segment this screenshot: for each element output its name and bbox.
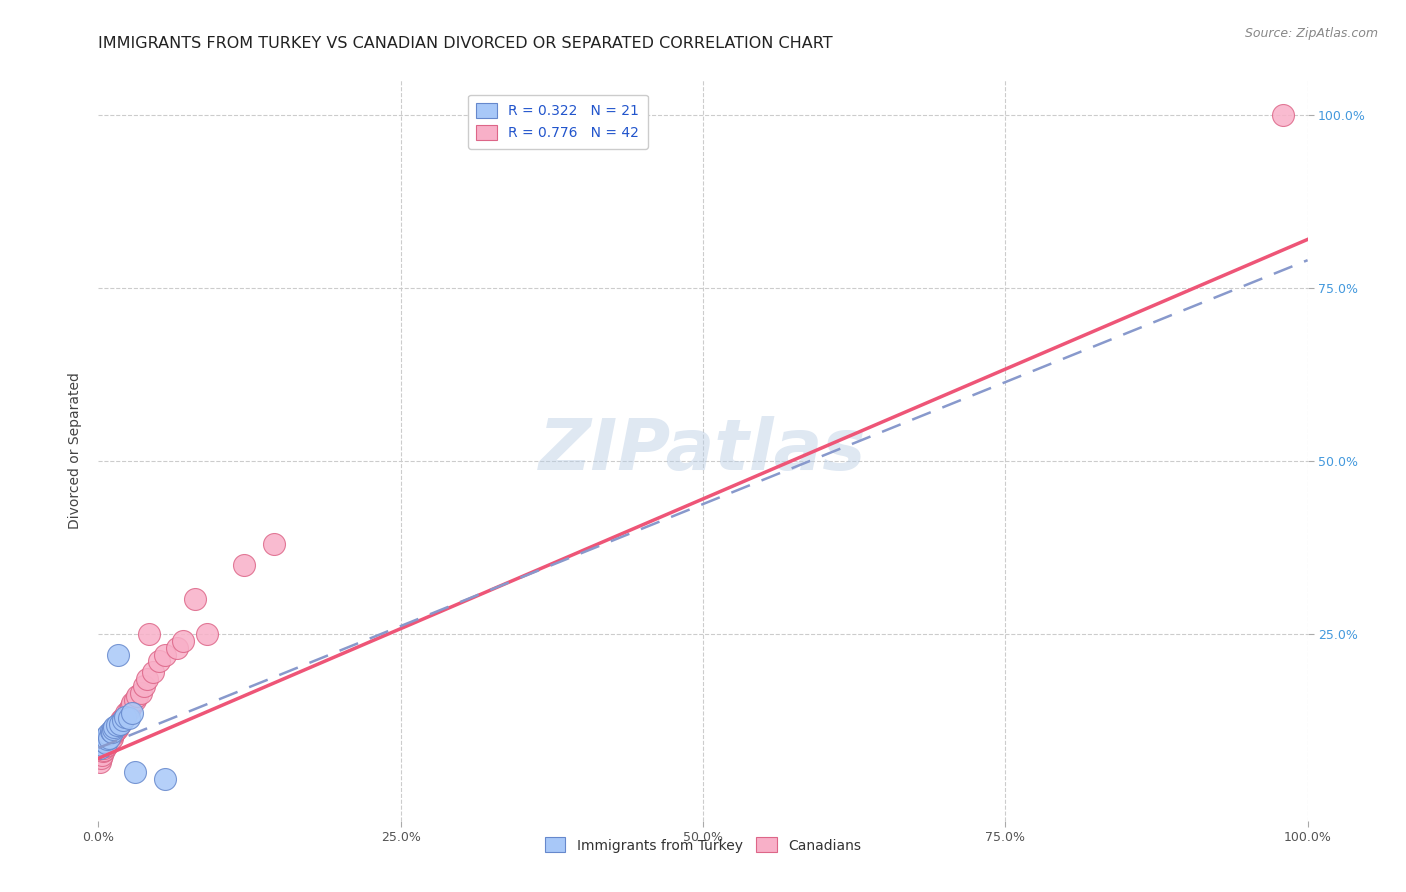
Point — [100, 725, 122, 739]
Point — [94, 736, 117, 750]
Text: ZIPatlas: ZIPatlas — [540, 416, 866, 485]
Point — [153, 772, 176, 786]
Point — [91, 738, 114, 752]
Point — [118, 711, 141, 725]
Point — [108, 716, 131, 731]
Point — [100, 731, 122, 745]
Y-axis label: Divorced or Separated: Divorced or Separated — [69, 372, 83, 529]
Point — [184, 592, 207, 607]
Point — [129, 685, 152, 699]
Point — [93, 741, 115, 756]
Point — [111, 711, 134, 725]
Point — [103, 720, 125, 734]
Point — [107, 648, 129, 662]
Point — [94, 739, 117, 753]
Point — [93, 731, 115, 745]
Point — [90, 751, 112, 765]
Point — [124, 765, 146, 780]
Point — [108, 716, 131, 731]
Point — [114, 710, 136, 724]
Legend: Immigrants from Turkey, Canadians: Immigrants from Turkey, Canadians — [538, 831, 868, 858]
Point — [104, 723, 127, 738]
Point — [172, 633, 194, 648]
Point — [263, 537, 285, 551]
Point — [166, 640, 188, 655]
Point — [105, 718, 128, 732]
Text: IMMIGRANTS FROM TURKEY VS CANADIAN DIVORCED OR SEPARATED CORRELATION CHART: IMMIGRANTS FROM TURKEY VS CANADIAN DIVOR… — [98, 36, 832, 51]
Point — [148, 655, 170, 669]
Point — [121, 706, 143, 721]
Point — [91, 744, 114, 758]
Point — [1272, 108, 1295, 122]
Point — [153, 648, 176, 662]
Point — [195, 627, 218, 641]
Point — [101, 727, 124, 741]
Point — [121, 696, 143, 710]
Point — [107, 720, 129, 734]
Point — [110, 714, 132, 728]
Point — [115, 706, 138, 721]
Point — [98, 734, 121, 748]
Point — [97, 727, 120, 741]
Point — [97, 736, 120, 750]
Point — [134, 679, 156, 693]
Point — [108, 718, 131, 732]
Point — [91, 747, 114, 762]
Point — [96, 738, 118, 752]
Point — [118, 703, 141, 717]
Point — [120, 699, 142, 714]
Point — [127, 689, 149, 703]
Point — [142, 665, 165, 679]
Point — [105, 723, 128, 737]
Point — [232, 558, 254, 572]
Point — [89, 741, 111, 756]
Point — [100, 731, 122, 746]
Point — [124, 692, 146, 706]
Point — [93, 743, 115, 757]
Point — [138, 627, 160, 641]
Point — [135, 672, 157, 686]
Point — [111, 714, 134, 728]
Point — [103, 725, 125, 739]
Point — [96, 731, 118, 746]
Point — [114, 710, 136, 724]
Point — [98, 731, 121, 745]
Point — [100, 723, 122, 738]
Point — [89, 755, 111, 769]
Text: Source: ZipAtlas.com: Source: ZipAtlas.com — [1244, 27, 1378, 40]
Point — [101, 723, 124, 737]
Point — [91, 734, 114, 748]
